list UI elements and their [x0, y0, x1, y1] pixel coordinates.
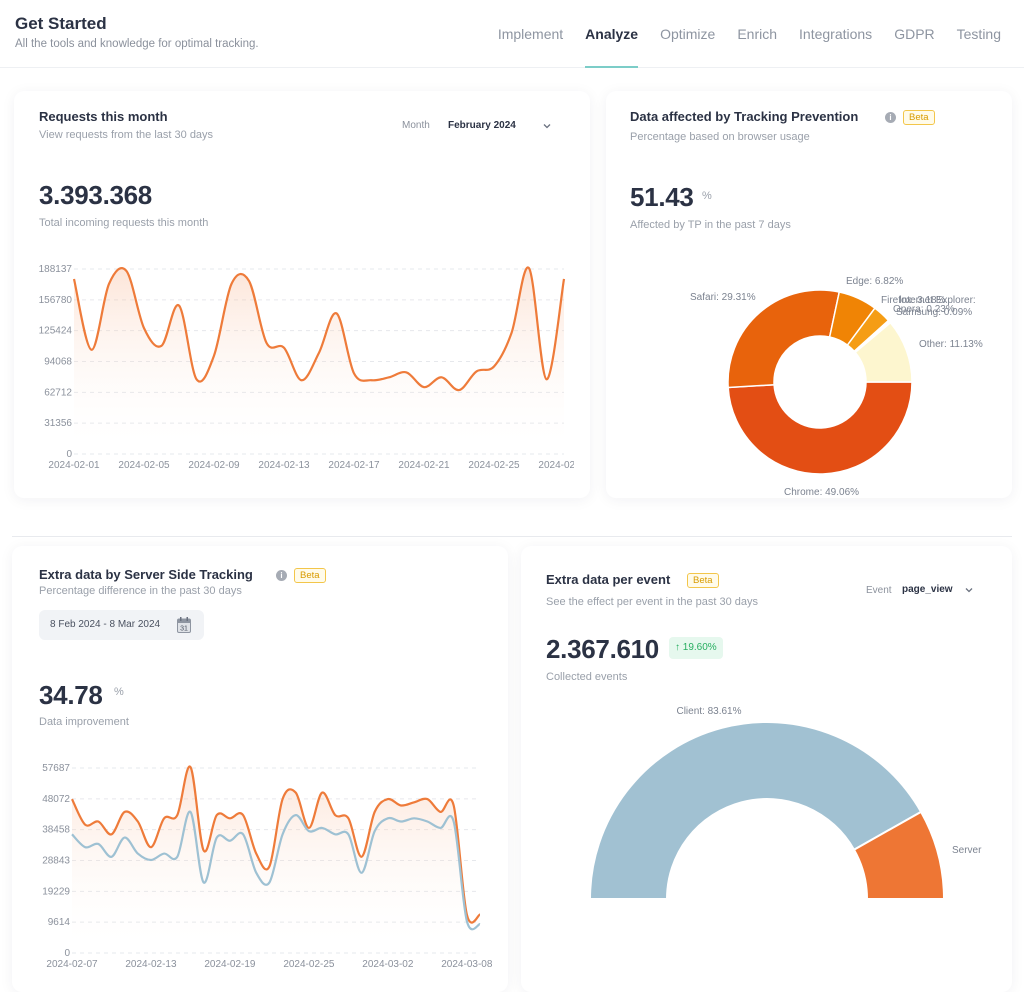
requests-total-label: Total incoming requests this month [39, 217, 209, 229]
svg-text:31: 31 [180, 626, 188, 633]
x-tick-label: 2024-02-29 [538, 460, 574, 471]
requests-total: 3.393.368 [39, 180, 152, 210]
server-side-value: 34.78 [39, 680, 103, 710]
y-tick-label: 19229 [42, 886, 70, 897]
slice-label: Safari: 29.31% [690, 292, 756, 303]
x-tick-label: 2024-02-05 [118, 460, 170, 471]
x-tick-label: 2024-02-19 [204, 959, 256, 970]
series-area [74, 267, 564, 454]
series-line [71, 810, 481, 931]
top-bar: Get Started All the tools and knowledge … [0, 0, 1024, 68]
month-select[interactable]: February 2024 [448, 120, 516, 131]
server-side-subtitle: Percentage difference in the past 30 day… [39, 585, 242, 597]
y-tick-label: 125424 [39, 326, 73, 337]
date-range-picker[interactable]: 8 Feb 2024 - 8 Mar 2024 31 [39, 610, 204, 640]
donut-slice [854, 321, 913, 383]
tab-testing[interactable]: Testing [956, 26, 1001, 42]
y-tick-label: 31356 [44, 418, 72, 429]
y-tick-label: 28843 [42, 856, 70, 867]
gauge-slice [588, 721, 923, 900]
y-tick-label: 156780 [39, 295, 73, 306]
slice-label: Client: 83.61% [676, 706, 741, 717]
x-tick-label: 2024-02-25 [283, 959, 335, 970]
y-tick-label: 62712 [44, 387, 72, 398]
month-select-label: Month [402, 120, 430, 131]
slice-label: Other: 11.13% [919, 339, 983, 350]
x-tick-label: 2024-02-13 [125, 959, 177, 970]
server-side-line-chart: 0 9614 19229 28843 38458 48072 57687 2024-02-07… [42, 763, 493, 970]
tracking-prevention-subtitle: Percentage based on browser usage [630, 131, 810, 143]
tracking-prevention-title: Data affected by Tracking Prevention [630, 109, 859, 124]
y-tick-label: 57687 [42, 763, 70, 774]
donut-slice [727, 381, 913, 475]
x-tick-label: 2024-02-01 [48, 460, 100, 471]
chevron-down-icon[interactable] [541, 120, 553, 132]
slice-label: Server [952, 845, 982, 856]
slice-label: Samsung: 0.09% [896, 307, 972, 318]
x-tick-label: 2024-02-09 [188, 460, 240, 471]
x-tick-label: 2024-02-21 [398, 460, 450, 471]
donut-slice [727, 289, 841, 389]
tp-unit: % [702, 190, 712, 202]
y-tick-label: 94068 [44, 357, 72, 368]
date-range-text: 8 Feb 2024 - 8 Mar 2024 [50, 619, 161, 630]
chevron-down-icon[interactable] [963, 584, 975, 596]
info-icon[interactable]: i [885, 112, 896, 123]
tab-integrations[interactable]: Integrations [799, 26, 873, 42]
tab-optimize[interactable]: Optimize [660, 26, 716, 42]
server-side-title: Extra data by Server Side Tracking [39, 567, 253, 582]
x-tick-label: 2024-03-08 [441, 959, 493, 970]
event-select[interactable]: page_view [902, 584, 953, 595]
browser-donut-chart: Chrome: 49.06% Safari: 29.31% Edge: 6.82% F… [690, 276, 983, 498]
beta-badge: Beta [294, 568, 326, 583]
x-tick-label: 2024-03-02 [362, 959, 414, 970]
y-tick-label: 0 [66, 449, 72, 460]
x-tick-label: 2024-02-13 [258, 460, 310, 471]
slice-label: Chrome: 49.06% [784, 487, 859, 498]
arrow-up-icon: ↑ [675, 642, 680, 653]
per-event-subtitle: See the effect per event in the past 30 … [546, 596, 758, 608]
y-tick-label: 188137 [39, 264, 73, 275]
slice-label: Opera: 0.23% [893, 304, 955, 315]
beta-badge: Beta [687, 573, 719, 588]
tp-value-label: Affected by TP in the past 7 days [630, 219, 791, 231]
server-side-unit: % [114, 686, 124, 698]
y-tick-label: 9614 [48, 917, 71, 928]
requests-subtitle: View requests from the last 30 days [39, 129, 214, 141]
slice-label: Firefox: 3.18% [881, 295, 946, 306]
x-tick-label: 2024-02-25 [468, 460, 520, 471]
tab-analyze[interactable]: Analyze [574, 0, 649, 68]
series-line [71, 765, 481, 924]
requests-line-chart: 0 31356 62712 94068 125424 156780 188137 2024-0… [39, 264, 574, 471]
x-tick-label: 2024-02-17 [328, 460, 380, 471]
per-event-title: Extra data per event [546, 572, 671, 587]
beta-badge: Beta [903, 110, 935, 125]
delta-badge: ↑ 19.60% [669, 637, 723, 659]
tp-value: 51.43 [630, 182, 694, 212]
series-line [72, 266, 566, 392]
page-title: Get Started [15, 14, 107, 33]
main-nav: Implement Analyze Optimize Enrich Integratio… [487, 0, 1012, 68]
gauge-slice [852, 810, 946, 900]
event-select-label: Event [866, 585, 892, 596]
slice-label: Edge: 6.82% [846, 276, 903, 287]
slice-label: Internet Explorer: [899, 295, 976, 306]
per-event-total-label: Collected events [546, 671, 628, 683]
y-tick-label: 48072 [42, 794, 70, 805]
info-icon[interactable]: i [276, 570, 287, 581]
y-tick-label: 0 [64, 948, 70, 959]
section-divider [12, 536, 1012, 537]
y-tick-label: 38458 [42, 825, 70, 836]
x-tick-label: 2024-02-07 [46, 959, 98, 970]
calendar-icon[interactable]: 31 [177, 617, 191, 633]
delta-value: 19.60% [682, 642, 717, 653]
client-server-gauge-chart: Client: 83.61% Server [588, 706, 982, 900]
server-side-value-label: Data improvement [39, 716, 129, 728]
page-subtitle: All the tools and knowledge for optimal … [15, 38, 259, 50]
tab-enrich[interactable]: Enrich [737, 26, 778, 42]
requests-title: Requests this month [39, 109, 168, 124]
tab-implement[interactable]: Implement [497, 26, 564, 42]
tab-gdpr[interactable]: GDPR [894, 26, 935, 42]
per-event-total: 2.367.610 [546, 634, 659, 664]
